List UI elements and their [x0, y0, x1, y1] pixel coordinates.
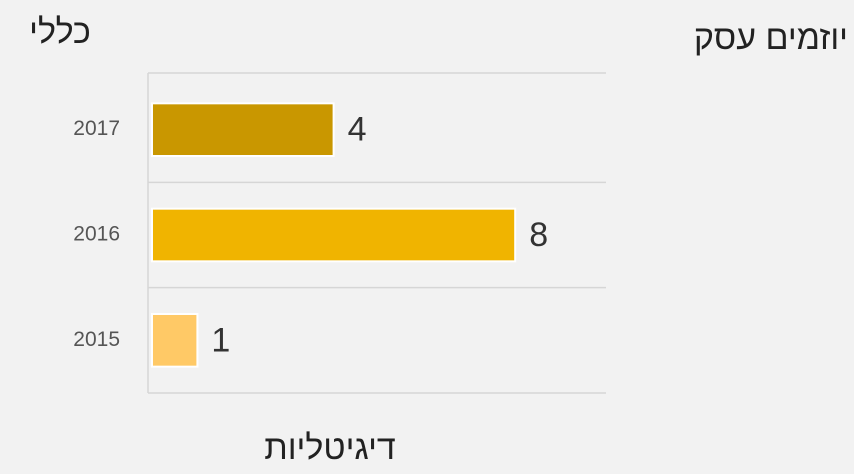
bar — [151, 313, 199, 368]
chart-subtitle: יוזמים עסק — [694, 19, 848, 57]
data-label: 8 — [529, 216, 548, 254]
data-label: 1 — [211, 321, 230, 359]
bar — [151, 102, 335, 158]
y-tick-label: 2016 — [73, 223, 120, 246]
bar — [151, 207, 517, 263]
chart-title: כללי — [29, 13, 91, 51]
x-axis-label: דיגיטליות — [264, 429, 396, 467]
y-tick-label: 2015 — [73, 328, 120, 351]
data-label: 4 — [348, 111, 367, 149]
y-tick-label: 2017 — [73, 117, 120, 140]
